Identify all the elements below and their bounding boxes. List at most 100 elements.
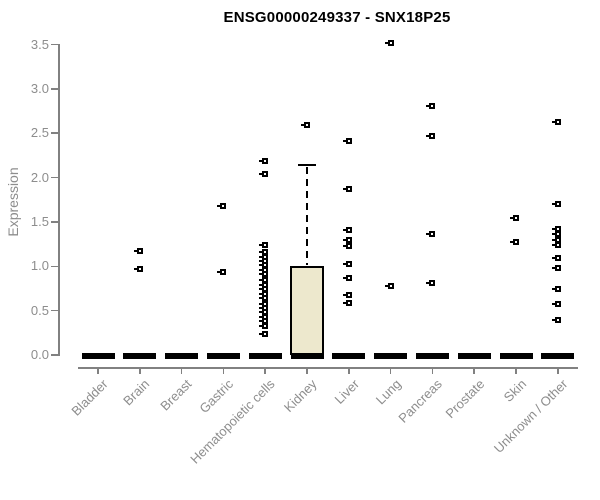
data-point (551, 286, 561, 293)
x-tick-label: Gastric (196, 376, 237, 417)
data-point (259, 313, 269, 320)
y-axis-tick (51, 43, 58, 46)
y-tick-label: 1.5 (30, 213, 49, 229)
data-point (259, 253, 269, 260)
median-bar (415, 353, 449, 359)
median-bar (123, 353, 157, 359)
y-tick-label: 0.0 (30, 347, 49, 362)
data-point (259, 271, 269, 278)
x-axis-tick (222, 367, 225, 374)
data-point (384, 39, 394, 46)
data-point (259, 330, 269, 337)
median-bar (499, 353, 533, 359)
data-point (551, 201, 561, 208)
median-bar (290, 353, 324, 359)
x-axis-line (78, 367, 578, 369)
y-tick-label: 2.0 (30, 169, 49, 185)
y-tick-label: 3.0 (30, 80, 49, 96)
data-point (551, 301, 561, 308)
x-axis-tick (515, 367, 517, 374)
data-point (259, 304, 269, 311)
data-point (342, 242, 352, 249)
data-point (551, 317, 561, 324)
data-point (342, 226, 352, 233)
median-bar (206, 353, 240, 359)
y-tick-label: 3.5 (30, 36, 49, 52)
box-iqr (290, 266, 324, 355)
y-axis-tick (51, 221, 58, 223)
data-point (259, 281, 269, 288)
x-tick-label: Unknown / Other (491, 376, 571, 456)
data-point (259, 318, 269, 325)
x-axis-tick (389, 367, 392, 374)
data-point (259, 262, 269, 269)
x-tick-label: Lung (372, 376, 404, 408)
x-axis-tick (97, 367, 99, 374)
data-point (259, 295, 269, 302)
data-point (426, 280, 436, 287)
data-point (342, 274, 352, 281)
data-point (426, 231, 436, 238)
x-axis-tick (139, 367, 141, 374)
data-point (217, 202, 227, 209)
data-point (551, 118, 561, 125)
x-tick-label: Brain (120, 376, 153, 409)
data-point (342, 291, 352, 298)
data-point (342, 260, 352, 267)
data-point (342, 299, 352, 306)
data-point (259, 249, 269, 256)
data-point (259, 257, 269, 264)
median-bar (374, 353, 408, 359)
x-axis-tick (180, 367, 183, 374)
data-point (259, 286, 269, 293)
data-point (259, 309, 269, 316)
data-point (551, 255, 561, 262)
data-point (342, 186, 352, 193)
y-axis-tick (51, 132, 58, 134)
x-tick-label: Hematopoietic cells (187, 376, 279, 467)
data-point (426, 102, 436, 109)
x-tick-label: Skin (500, 376, 529, 405)
data-point (259, 241, 269, 248)
y-axis-line (58, 44, 60, 356)
x-tick-label: Pancreas (395, 376, 446, 426)
y-axis-tick (51, 309, 58, 312)
data-point (551, 231, 561, 238)
median-bar (457, 353, 491, 359)
data-point (133, 265, 143, 272)
data-point (259, 322, 269, 329)
data-point (551, 236, 561, 243)
data-point (551, 226, 561, 233)
data-point (426, 132, 436, 139)
median-bar (541, 353, 575, 359)
data-point (217, 268, 227, 275)
y-axis-tick (51, 176, 58, 179)
x-axis-tick (431, 367, 434, 374)
y-axis-tick (51, 88, 58, 90)
x-tick-label: Breast (157, 376, 195, 414)
y-axis-tick (51, 354, 58, 356)
y-tick-label: 1.0 (30, 258, 49, 274)
data-point (510, 215, 519, 222)
x-tick-label: Kidney (281, 376, 320, 416)
x-axis-tick (348, 367, 350, 374)
data-point (301, 122, 310, 129)
x-axis-tick (264, 367, 266, 374)
median-bar (165, 353, 199, 359)
whisker-cap (298, 164, 316, 167)
data-point (342, 138, 352, 145)
median-bar (332, 353, 366, 359)
x-tick-label: Prostate (442, 376, 488, 422)
data-point (259, 171, 269, 178)
x-axis-tick (306, 367, 308, 374)
data-point (342, 236, 352, 243)
y-tick-label: 2.5 (30, 125, 49, 141)
whisker-line (306, 167, 308, 266)
y-axis-tick (51, 265, 58, 268)
data-point (133, 248, 143, 255)
data-point (384, 282, 394, 289)
data-point (551, 265, 561, 272)
data-point (510, 239, 519, 246)
x-axis-tick (557, 367, 559, 374)
